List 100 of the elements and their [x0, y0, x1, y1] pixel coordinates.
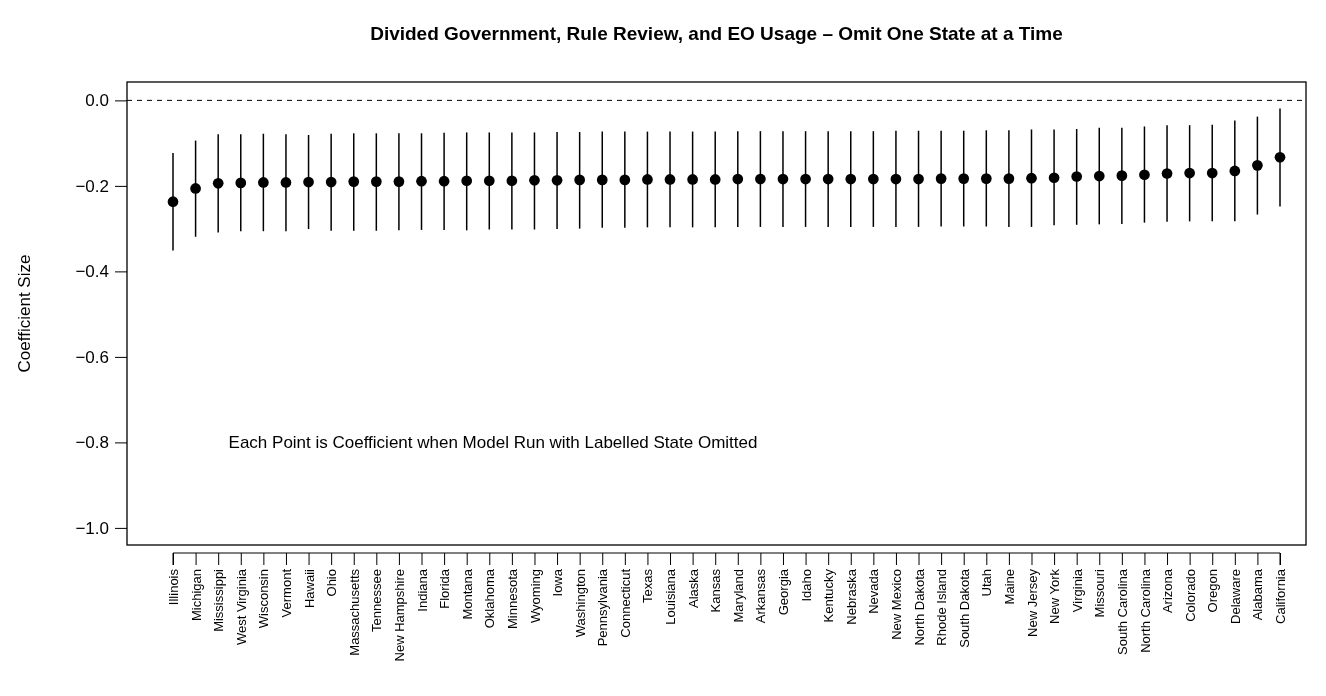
point [777, 173, 789, 185]
x-tick-label: Wyoming [527, 569, 543, 624]
x-tick-label: Missouri [1092, 568, 1108, 618]
x-tick-label: Florida [437, 568, 453, 609]
x-tick-label: Nebraska [843, 568, 859, 625]
x-tick-label: Texas [640, 568, 656, 603]
x-tick-label: California [1273, 568, 1289, 624]
chart-title: Divided Government, Rule Review, and EO Usage – Omit One State at a Time [370, 23, 1063, 44]
x-tick-label: West Virginia [233, 568, 249, 646]
x-tick-label: Pennsylvania [595, 568, 611, 647]
x-tick-label: Illinois [166, 568, 182, 606]
x-tick-label: Wisconsin [256, 569, 272, 629]
y-tick-label: 0.0 [85, 91, 109, 111]
point [325, 176, 337, 188]
x-tick-label: Alaska [685, 568, 701, 609]
x-tick-label: North Carolina [1137, 568, 1153, 653]
point [980, 173, 992, 184]
x-tick-label: Idaho [798, 569, 814, 602]
point [1161, 168, 1173, 179]
x-tick-label: Connecticut [617, 568, 633, 638]
x-tick-label: Montana [459, 568, 475, 620]
point [1003, 173, 1015, 184]
x-tick-label: Oklahoma [482, 568, 498, 629]
point [348, 176, 360, 187]
point [642, 174, 653, 185]
point [800, 173, 811, 185]
y-tick-label: −0.2 [75, 176, 109, 196]
point [958, 173, 970, 184]
x-tick-label: Indiana [414, 568, 430, 612]
point [687, 174, 698, 185]
point [1184, 167, 1195, 179]
x-tick-label: Oregon [1205, 569, 1221, 613]
x-tick-label: Colorado [1182, 569, 1198, 622]
point [822, 173, 834, 185]
point [596, 174, 608, 186]
point [1206, 167, 1218, 179]
y-tick-label: −1.0 [75, 518, 109, 538]
x-tick-label: Rhode Island [934, 569, 950, 646]
point [258, 177, 269, 188]
x-tick-label: South Carolina [1114, 568, 1130, 655]
y-tick-label: −0.4 [75, 262, 109, 282]
point [438, 175, 450, 187]
x-tick-label: Kentucky [821, 568, 837, 623]
point [280, 177, 292, 188]
point [1116, 170, 1128, 181]
x-tick-label: South Dakota [956, 568, 972, 648]
x-tick-label: Kansas [708, 568, 724, 613]
x-tick-label: Arkansas [753, 568, 769, 624]
x-tick-label: Vermont [279, 568, 295, 618]
point [370, 176, 382, 187]
x-tick-label: Michigan [188, 569, 204, 622]
x-tick-label: Utah [979, 569, 995, 597]
x-tick-label: Delaware [1227, 569, 1243, 624]
x-tick-label: Alabama [1250, 568, 1266, 621]
point [393, 176, 405, 187]
point [890, 173, 902, 185]
point [1071, 171, 1083, 182]
point [190, 183, 201, 194]
point [619, 174, 631, 186]
point [235, 177, 247, 189]
point [574, 174, 586, 186]
point [1048, 172, 1060, 184]
point [1093, 170, 1105, 182]
x-tick-label: New Hampshire [391, 569, 407, 662]
x-tick-label: Washington [572, 569, 588, 638]
x-tick-label: New Jersey [1024, 568, 1040, 637]
y-tick-label: −0.6 [75, 347, 109, 367]
y-tick-label: −0.8 [75, 433, 109, 453]
point [167, 196, 179, 208]
x-tick-label: Maryland [730, 569, 746, 623]
point [529, 174, 540, 186]
x-tick-label: New York [1047, 568, 1063, 624]
point [506, 175, 518, 187]
x-tick-label: Minnesota [504, 568, 520, 629]
point [416, 175, 427, 187]
x-tick-label: New Mexico [888, 569, 904, 640]
point [755, 173, 766, 185]
point [1274, 151, 1286, 163]
point [1229, 165, 1241, 177]
point [913, 173, 924, 185]
x-tick-label: Virginia [1069, 568, 1085, 613]
point [212, 177, 224, 189]
point [845, 173, 857, 185]
point [709, 174, 721, 185]
point [1026, 172, 1037, 184]
point [935, 173, 947, 184]
x-tick-label: Mississippi [211, 568, 227, 632]
y-axis-title: Coefficient Size [15, 254, 34, 373]
x-tick-label: Ohio [324, 569, 340, 597]
point [1139, 169, 1150, 181]
x-tick-label: Louisiana [663, 568, 679, 625]
point [551, 174, 563, 186]
point [867, 173, 879, 185]
x-tick-label: Georgia [776, 568, 792, 616]
x-tick-label: Maine [1001, 569, 1017, 605]
x-tick-label: Nevada [866, 568, 882, 614]
point [461, 175, 473, 187]
x-tick-label: North Dakota [911, 568, 927, 646]
x-tick-label: Tennessee [369, 569, 385, 632]
x-tick-label: Arizona [1160, 568, 1176, 614]
